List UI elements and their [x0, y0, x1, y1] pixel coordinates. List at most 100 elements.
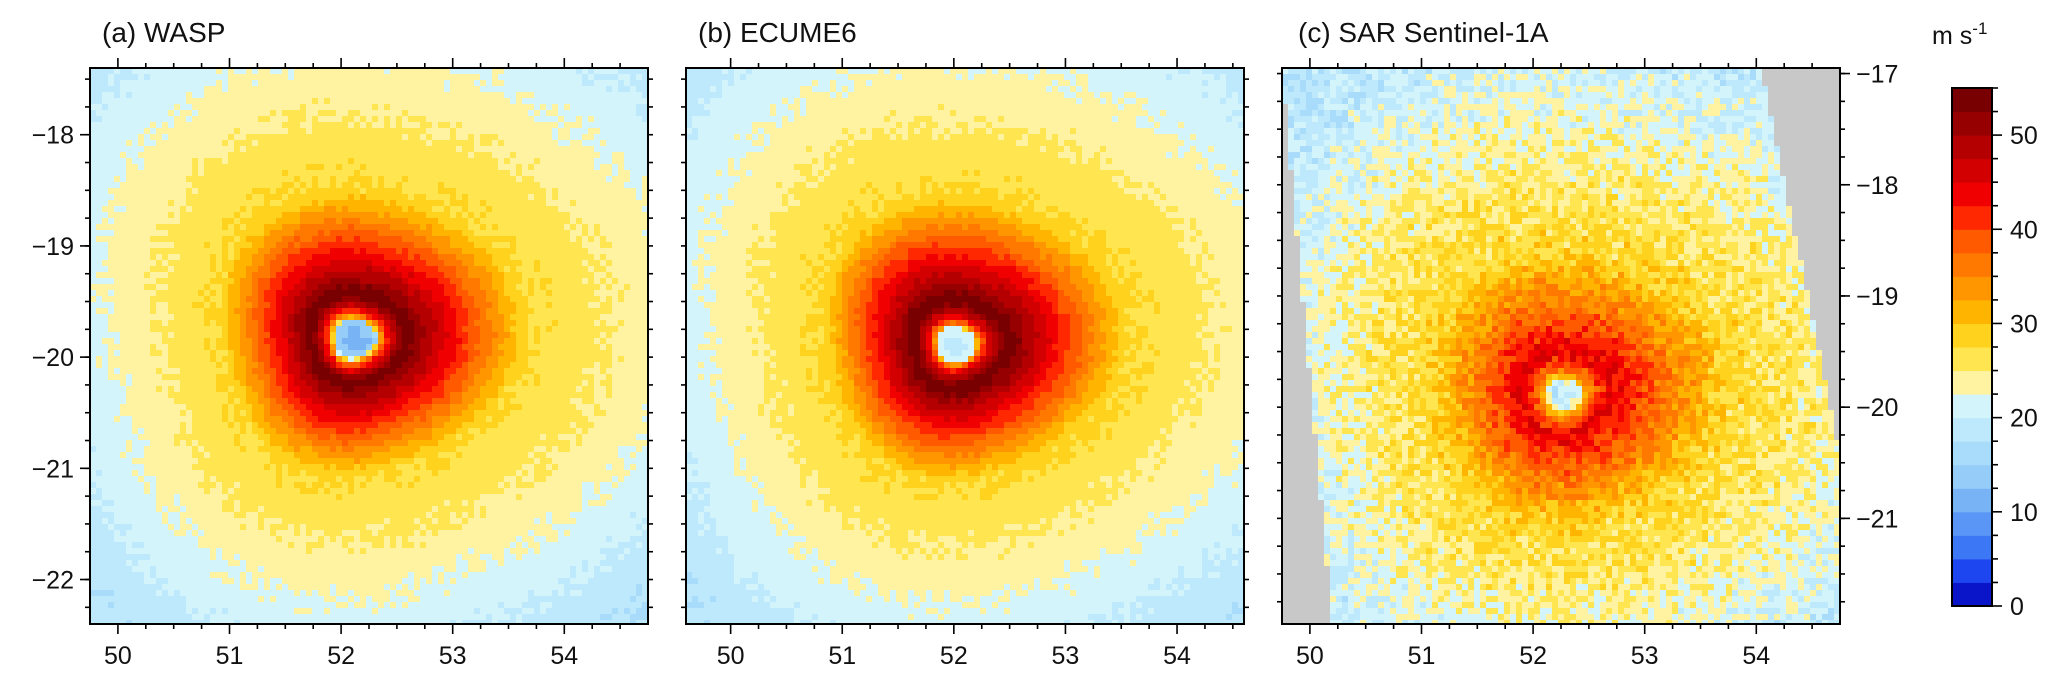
wind-cell [222, 200, 229, 207]
wind-cell [642, 170, 648, 177]
wind-cell [516, 230, 523, 237]
wind-cell [540, 110, 547, 117]
wind-cell [636, 308, 643, 315]
wind-cell [588, 320, 595, 327]
wind-cell [630, 134, 637, 141]
wind-cell [480, 296, 487, 303]
wind-cell [552, 170, 559, 177]
wind-cell [108, 368, 115, 375]
wind-cell [210, 212, 217, 219]
wind-cell [378, 92, 385, 99]
wind-cell [144, 110, 151, 117]
wind-cell [150, 164, 157, 171]
wind-cell [318, 230, 325, 237]
wind-cell [504, 194, 511, 201]
wind-cell [372, 314, 379, 321]
wind-cell [306, 152, 313, 159]
wind-cell [594, 92, 601, 99]
wind-cell [390, 350, 397, 357]
wind-cell [306, 92, 313, 99]
wind-cell [294, 290, 301, 297]
wind-cell [138, 206, 145, 213]
wind-cell [240, 98, 247, 105]
wind-cell [474, 332, 481, 339]
wind-cell [642, 146, 648, 153]
wind-cell [618, 170, 625, 177]
wind-cell [444, 206, 451, 213]
wind-cell [318, 254, 325, 261]
wind-cell [414, 362, 421, 369]
wind-cell [474, 224, 481, 231]
wind-cell [522, 188, 529, 195]
wind-cell [276, 86, 283, 93]
wind-cell [630, 320, 637, 327]
wind-cell [516, 116, 523, 123]
wind-cell [138, 314, 145, 321]
wind-cell [528, 116, 535, 123]
wind-cell [516, 122, 523, 129]
wind-cell [582, 170, 589, 177]
wind-cell [330, 260, 337, 267]
wind-cell [384, 248, 391, 255]
wind-cell [102, 332, 109, 339]
wind-cell [486, 278, 493, 285]
wind-cell [354, 380, 361, 387]
wind-cell [276, 206, 283, 213]
wind-cell [510, 368, 517, 375]
wind-cell [426, 308, 433, 315]
wind-cell [558, 152, 565, 159]
wind-cell [456, 314, 463, 321]
wind-cell [390, 302, 397, 309]
wind-cell [210, 188, 217, 195]
wind-cell [180, 332, 187, 339]
wind-cell [114, 158, 121, 165]
wind-cell [270, 314, 277, 321]
wind-cell [288, 296, 295, 303]
wind-cell [534, 122, 541, 129]
wind-cell [540, 122, 547, 129]
wind-cell [162, 260, 169, 267]
wind-cell [588, 158, 595, 165]
wind-cell [372, 224, 379, 231]
wind-cell [204, 128, 211, 135]
wind-cell [462, 260, 469, 267]
wind-cell [354, 248, 361, 255]
wind-cell [594, 128, 601, 135]
wind-cell [288, 278, 295, 285]
wind-cell [354, 182, 361, 189]
wind-cell [318, 134, 325, 141]
wind-cell [342, 326, 349, 333]
wind-cell [486, 374, 493, 381]
wind-cell [96, 116, 103, 123]
wind-cell [324, 104, 331, 111]
wind-cell [276, 254, 283, 261]
wind-cell [426, 290, 433, 297]
wind-cell [180, 236, 187, 243]
wind-cell [438, 272, 445, 279]
wind-cell [138, 296, 145, 303]
wind-cell [468, 128, 475, 135]
wind-cell [510, 128, 517, 135]
wind-cell [540, 152, 547, 159]
wind-cell [564, 116, 571, 123]
wind-cell [624, 284, 631, 291]
wind-cell [102, 86, 109, 93]
wind-cell [396, 314, 403, 321]
wind-cell [384, 224, 391, 231]
wind-cell [534, 248, 541, 255]
wind-cell [126, 338, 133, 345]
wind-cell [342, 104, 349, 111]
wind-cell [570, 242, 577, 249]
wind-cell [612, 272, 619, 279]
wind-cell [90, 68, 97, 75]
wind-cell [462, 188, 469, 195]
wind-cell [258, 350, 265, 357]
wind-cell [396, 152, 403, 159]
wind-cell [240, 140, 247, 147]
wind-cell [162, 230, 169, 237]
wind-cell [444, 356, 451, 363]
wind-cell [618, 158, 625, 165]
wind-cell [246, 182, 253, 189]
wind-cell [228, 74, 235, 81]
wind-cell [324, 386, 331, 393]
